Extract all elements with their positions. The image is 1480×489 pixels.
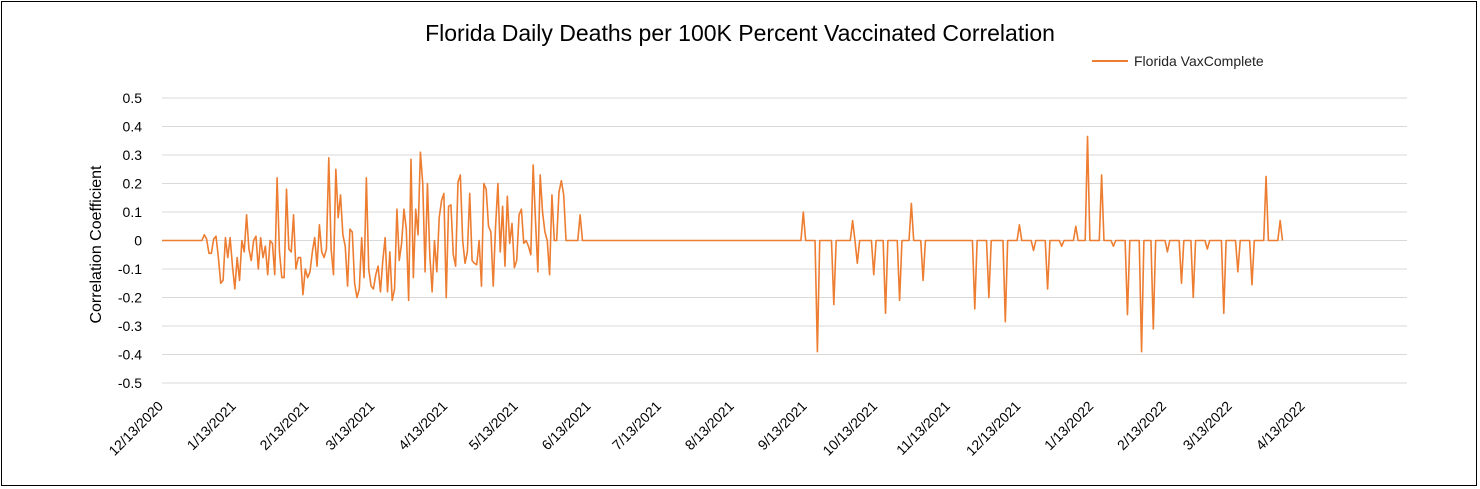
x-tick-label: 1/13/2021 xyxy=(184,398,240,454)
y-axis-label: Correlation Coefficient xyxy=(88,165,105,324)
x-tick-label: 3/13/2022 xyxy=(1180,398,1236,454)
x-tick-label: 4/13/2022 xyxy=(1252,398,1308,454)
y-tick-label: 0 xyxy=(134,233,142,249)
y-tick-label: -0.4 xyxy=(118,347,142,363)
legend: Florida VaxComplete xyxy=(1092,53,1264,69)
legend-label: Florida VaxComplete xyxy=(1134,53,1264,69)
y-tick-label: -0.2 xyxy=(118,290,142,306)
x-tick-label: 10/13/2021 xyxy=(819,398,880,459)
x-tick-label: 12/13/2021 xyxy=(963,398,1024,459)
x-tick-label: 7/13/2021 xyxy=(609,398,665,454)
x-tick-label: 9/13/2021 xyxy=(754,398,810,454)
x-tick-label: 4/13/2021 xyxy=(395,398,451,454)
x-tick-label: 2/13/2021 xyxy=(256,398,312,454)
y-tick-label: 0.1 xyxy=(123,204,143,220)
y-tick-label: -0.3 xyxy=(118,318,142,334)
x-tick-label: 3/13/2021 xyxy=(322,398,378,454)
y-tick-label: 0.5 xyxy=(123,90,143,106)
x-tick-label: 2/13/2022 xyxy=(1114,398,1170,454)
legend-line-swatch xyxy=(1092,60,1128,62)
x-tick-label: 11/13/2021 xyxy=(893,398,953,458)
y-tick-label: -0.1 xyxy=(118,261,142,277)
x-tick-label: 1/13/2022 xyxy=(1041,398,1097,454)
y-tick-label: 0.4 xyxy=(123,119,143,135)
y-tick-label: 0.3 xyxy=(123,147,143,163)
x-tick-label: 6/13/2021 xyxy=(538,398,594,454)
y-tick-label: 0.2 xyxy=(123,176,143,192)
x-tick-label: 12/13/2020 xyxy=(105,398,166,459)
y-tick-label: -0.5 xyxy=(118,375,142,391)
x-tick-label: 8/13/2021 xyxy=(682,398,738,454)
chart-title: Florida Daily Deaths per 100K Percent Va… xyxy=(425,20,1055,46)
series-line-florida-vaxcomplete xyxy=(162,135,1284,353)
x-tick-label: 5/13/2021 xyxy=(465,398,521,454)
